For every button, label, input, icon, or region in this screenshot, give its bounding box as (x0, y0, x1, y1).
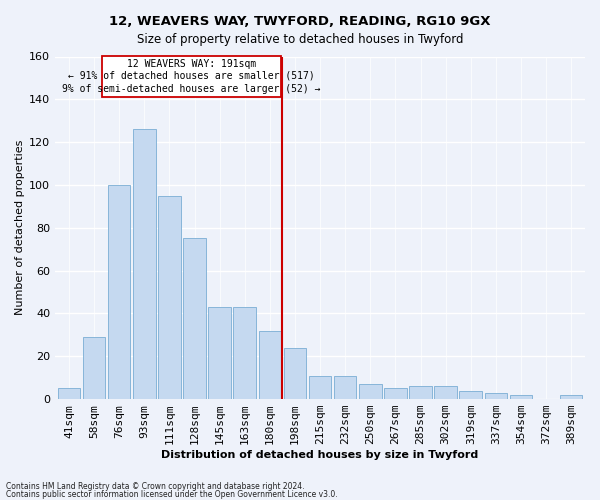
X-axis label: Distribution of detached houses by size in Twyford: Distribution of detached houses by size … (161, 450, 479, 460)
Bar (409, 386, 432, 399)
Text: Contains HM Land Registry data © Crown copyright and database right 2024.: Contains HM Land Registry data © Crown c… (6, 482, 305, 491)
Bar (334, 376, 356, 399)
Text: ← 91% of detached houses are smaller (517): ← 91% of detached houses are smaller (51… (68, 71, 315, 81)
Bar (101, 56, 281, 97)
Bar (259, 330, 281, 399)
Bar (133, 130, 155, 399)
Y-axis label: Number of detached properties: Number of detached properties (15, 140, 25, 316)
Bar (233, 307, 256, 399)
Bar (83, 337, 106, 399)
Bar (183, 238, 206, 399)
Bar (460, 390, 482, 399)
Text: Size of property relative to detached houses in Twyford: Size of property relative to detached ho… (137, 32, 463, 46)
Bar (485, 392, 507, 399)
Bar (309, 376, 331, 399)
Bar (108, 185, 130, 399)
Bar (434, 386, 457, 399)
Bar (58, 388, 80, 399)
Bar (509, 395, 532, 399)
Bar (560, 395, 583, 399)
Bar (208, 307, 231, 399)
Bar (158, 196, 181, 399)
Text: Contains public sector information licensed under the Open Government Licence v3: Contains public sector information licen… (6, 490, 338, 499)
Text: 12, WEAVERS WAY, TWYFORD, READING, RG10 9GX: 12, WEAVERS WAY, TWYFORD, READING, RG10 … (109, 15, 491, 28)
Bar (384, 388, 407, 399)
Text: 9% of semi-detached houses are larger (52) →: 9% of semi-detached houses are larger (5… (62, 84, 320, 94)
Bar (359, 384, 382, 399)
Bar (284, 348, 306, 399)
Text: 12 WEAVERS WAY: 191sqm: 12 WEAVERS WAY: 191sqm (127, 59, 256, 69)
